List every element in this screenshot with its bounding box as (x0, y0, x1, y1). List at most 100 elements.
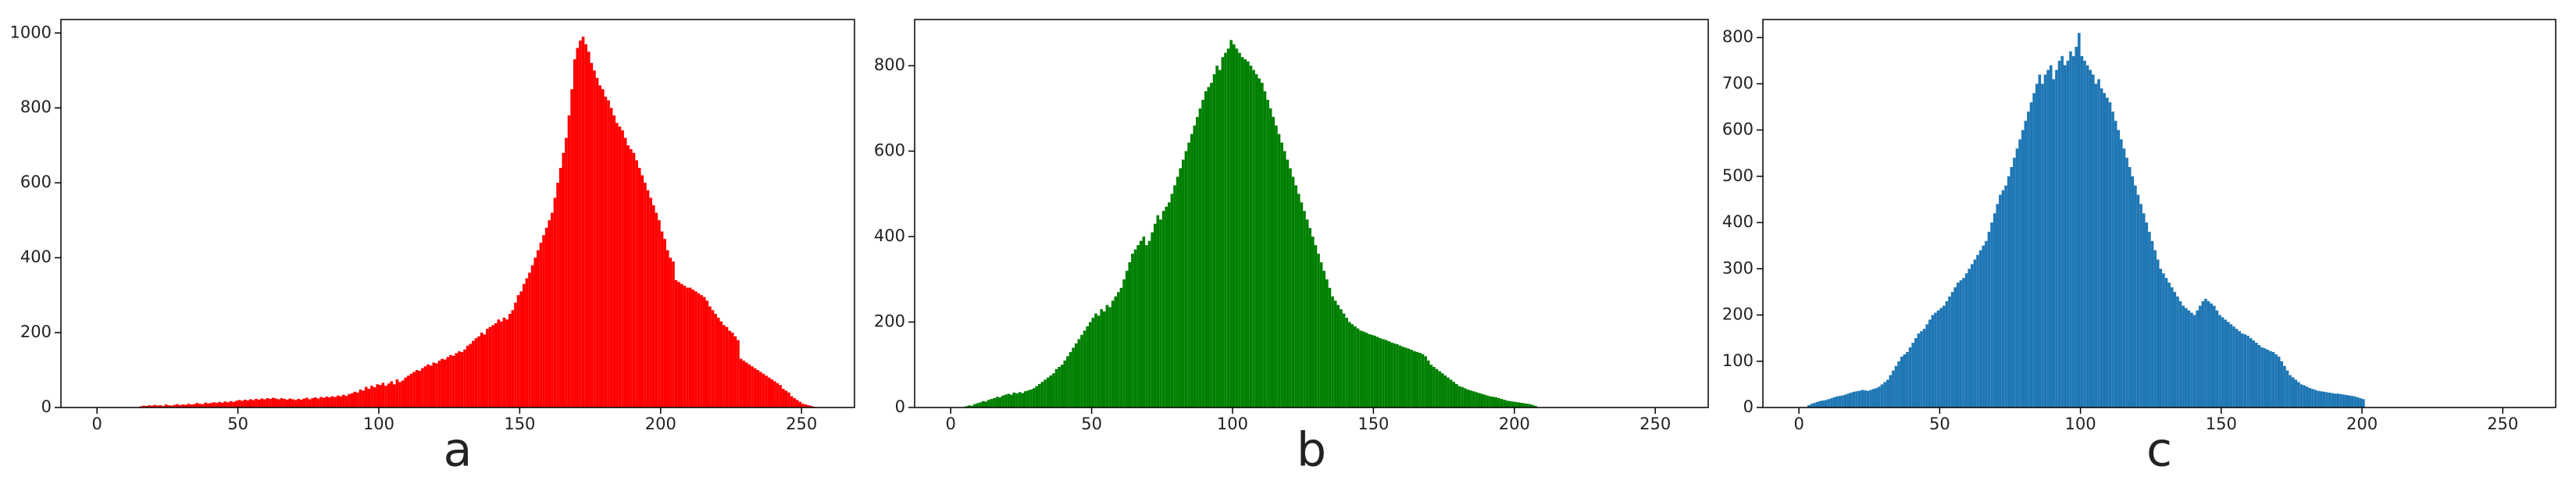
bar (415, 370, 419, 407)
bar (2345, 395, 2348, 407)
bar (474, 338, 478, 407)
bar (1354, 326, 1357, 407)
bar (2156, 259, 2160, 407)
bar (308, 399, 312, 407)
bar (2356, 397, 2360, 407)
bar (477, 336, 480, 407)
bar (691, 289, 695, 407)
bar (773, 381, 776, 407)
bar (173, 404, 177, 407)
bar (280, 398, 284, 407)
bar (1103, 311, 1106, 407)
bar (2350, 396, 2354, 407)
bar (2198, 305, 2202, 407)
bar (1215, 66, 1218, 408)
bar (807, 405, 810, 407)
bar (2052, 79, 2056, 408)
bar (344, 396, 348, 407)
bar (437, 361, 441, 407)
bar (579, 40, 582, 407)
bar (2207, 301, 2210, 407)
bar (1097, 315, 1101, 407)
bar (305, 397, 309, 407)
bar (266, 398, 269, 407)
bar (2218, 315, 2221, 407)
bar (640, 175, 644, 407)
bar (1457, 386, 1461, 407)
bar (398, 382, 401, 407)
bar (1161, 211, 1165, 407)
bar (1018, 392, 1022, 407)
bar (516, 295, 520, 407)
bar (252, 400, 255, 407)
bar (593, 70, 596, 408)
bar (1305, 219, 1309, 407)
bar (455, 353, 458, 407)
bar (548, 220, 551, 407)
bar (2106, 98, 2109, 408)
y-tick-label: 1000 (10, 23, 52, 41)
bar (1480, 393, 1484, 407)
bar (1953, 286, 1957, 407)
bar (223, 401, 227, 407)
bar (1119, 287, 1123, 407)
bar (1959, 280, 1963, 407)
x-tick-label: 250 (1639, 415, 1671, 433)
bar (451, 355, 455, 407)
bar (542, 235, 545, 407)
bar (1052, 373, 1055, 407)
bar (2285, 370, 2289, 407)
bar (711, 310, 715, 407)
bar (2153, 250, 2157, 407)
bar (2339, 393, 2342, 407)
bar (702, 297, 706, 407)
bar (1125, 270, 1129, 407)
bar (998, 397, 1002, 407)
bar (1525, 404, 1529, 407)
bar (1224, 52, 1227, 407)
bar (1212, 74, 1216, 407)
x-tick-label: 0 (945, 415, 955, 433)
bar (311, 398, 314, 407)
bar (429, 365, 433, 407)
bar (209, 403, 213, 407)
bar (2255, 343, 2258, 407)
bar (700, 295, 703, 407)
bar (1294, 185, 1297, 407)
bar (336, 395, 340, 407)
bar (1472, 391, 1475, 407)
bar (630, 148, 633, 407)
bar (283, 398, 286, 407)
bar (990, 399, 994, 407)
bar (1105, 304, 1109, 407)
bar (491, 325, 494, 407)
bar (1091, 318, 1095, 407)
bar (2094, 84, 2098, 407)
bar (1852, 391, 1856, 407)
bar (2317, 390, 2320, 407)
bar (435, 363, 438, 407)
bar (1475, 392, 1478, 407)
bar (2150, 240, 2154, 407)
y-tick-label: 800 (1722, 27, 1754, 46)
bar (2041, 84, 2044, 407)
bar (313, 397, 317, 407)
bar (2182, 305, 2185, 407)
bar (1350, 324, 1354, 407)
bar (322, 397, 326, 407)
bar (1314, 245, 1318, 407)
bar (1032, 388, 1036, 407)
bar (334, 397, 337, 407)
bar (716, 317, 720, 407)
bar (319, 397, 323, 407)
bar (1277, 133, 1281, 407)
bar (2111, 111, 2114, 407)
bar (612, 115, 616, 408)
bar (1962, 278, 1965, 407)
bar (404, 377, 408, 407)
bar (646, 190, 650, 407)
x-tick-label: 100 (2065, 415, 2096, 433)
bar (1094, 313, 1097, 407)
bar (2196, 310, 2199, 407)
bar (607, 100, 610, 407)
